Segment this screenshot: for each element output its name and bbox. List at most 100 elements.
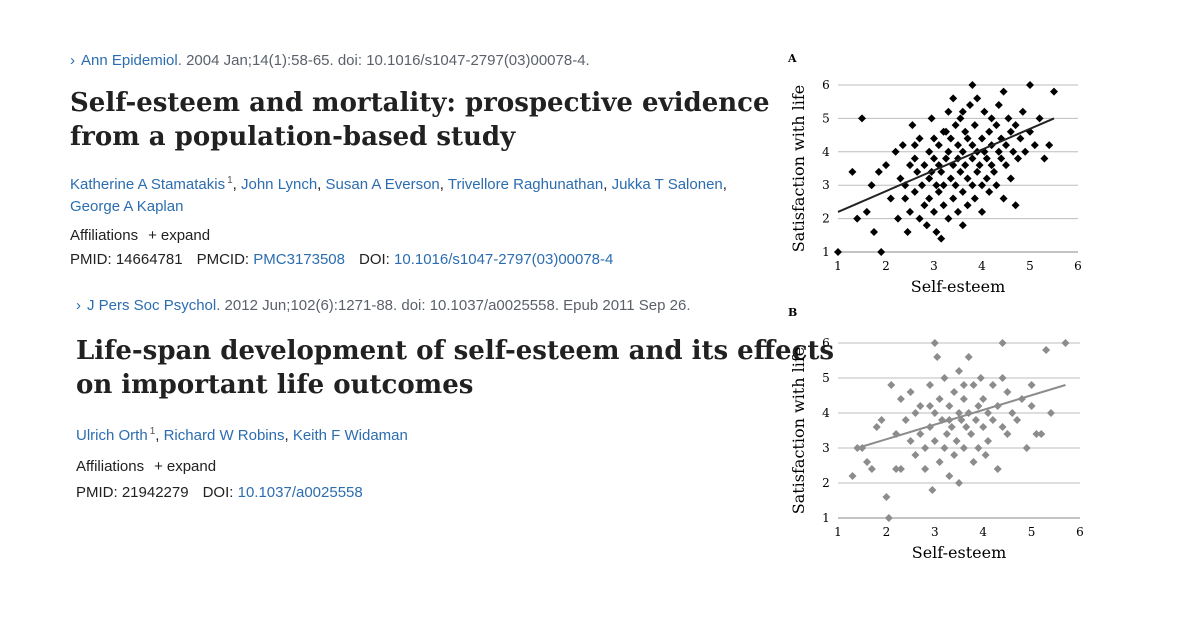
y-ticks-b: 1 2 3 4 5 6	[822, 336, 830, 525]
data-point-a	[1006, 174, 1015, 183]
data-point-b	[957, 416, 966, 424]
data-point-a	[944, 107, 953, 116]
author-link[interactable]: Trivellore Raghunathan	[447, 176, 604, 193]
data-point-a	[910, 187, 919, 196]
affiliation-sup[interactable]: 1	[149, 426, 156, 437]
data-point-b	[928, 486, 937, 494]
data-point-a	[898, 141, 907, 150]
pmcid-link[interactable]: PMC3173508	[253, 251, 345, 268]
data-point-b	[959, 395, 968, 403]
affiliations-label: Affiliations	[70, 227, 139, 244]
author-link[interactable]: Ulrich Orth	[76, 427, 148, 444]
data-point-a	[949, 94, 958, 103]
article-title-2[interactable]: Life-span development of self-esteem and…	[76, 334, 834, 402]
data-point-a	[932, 227, 941, 236]
data-point-b	[940, 374, 949, 382]
author-link[interactable]: Katherine A Stamatakis	[70, 176, 226, 193]
journal-link-1[interactable]: Ann Epidemiol	[81, 52, 178, 69]
data-point-a	[987, 114, 996, 123]
data-point-b	[945, 402, 954, 410]
pmid-value: 21942279	[121, 484, 189, 501]
data-point-a	[915, 134, 924, 143]
doi-link[interactable]: 10.1037/a0025558	[237, 484, 363, 501]
data-point-a	[908, 121, 917, 130]
data-point-b	[993, 465, 1002, 473]
data-point-a	[874, 167, 883, 176]
data-point-b	[955, 479, 963, 487]
data-point-a	[951, 181, 960, 190]
data-point-a	[961, 127, 970, 136]
data-point-b	[906, 388, 915, 396]
data-point-b	[1003, 388, 1012, 396]
data-point-a	[920, 201, 929, 210]
data-point-a	[958, 147, 967, 156]
data-point-b	[988, 416, 997, 424]
identifiers-1: PMID: 14664781 PMCID: PMC3173508 DOI: 10.1…	[70, 251, 613, 268]
scatter-chart-b: B 1 2 3 4 5 6 1 2 3 4 5 6 Self-esteem Satisfaction…	[788, 306, 1084, 562]
title-line-1b: from a population-based study	[70, 122, 516, 152]
journal-link-2[interactable]: J Pers Soc Psychol	[87, 297, 217, 314]
author-link[interactable]: Richard W Robins	[163, 427, 285, 444]
data-point-b	[892, 465, 901, 473]
data-point-a	[956, 167, 965, 176]
x-tick-label-b: 6	[1076, 525, 1084, 539]
data-point-a	[1011, 121, 1020, 130]
y-tick-label-a: 6	[822, 78, 830, 92]
affiliation-sup[interactable]: 1	[227, 175, 233, 186]
data-point-b	[896, 465, 905, 473]
data-point-b	[1027, 402, 1036, 410]
y-tick-label-a: 2	[822, 212, 830, 226]
chevron-right-icon[interactable]: ›	[70, 52, 75, 69]
data-point-a	[858, 114, 866, 123]
data-point-b	[984, 437, 993, 445]
expand-label: expand	[160, 227, 211, 244]
data-point-b	[901, 416, 910, 424]
data-point-a	[946, 174, 955, 183]
data-point-a	[1045, 141, 1054, 150]
article-title-1[interactable]: Self-esteem and mortality: prospective e…	[70, 86, 770, 154]
data-point-a	[906, 207, 914, 216]
data-point-a	[985, 187, 994, 196]
data-point-b	[884, 514, 893, 522]
affiliations-toggle-2[interactable]: Affiliations + expand	[76, 458, 216, 475]
data-point-a	[834, 248, 842, 256]
author-link[interactable]: Susan A Everson	[325, 176, 440, 193]
data-point-b	[848, 472, 857, 480]
data-point-b	[1027, 381, 1036, 389]
panel-label-a: A	[787, 52, 797, 65]
chevron-right-icon[interactable]: ›	[76, 297, 81, 314]
author-link[interactable]: George A Kaplan	[70, 198, 184, 215]
data-point-b	[1008, 409, 1017, 417]
author-link[interactable]: Keith F Widaman	[292, 427, 408, 444]
doi-link[interactable]: 10.1016/s1047-2797(03)00078-4	[394, 251, 614, 268]
title-line-1a: Self-esteem and mortality: prospective e…	[70, 88, 770, 118]
data-point-a	[958, 187, 967, 196]
affiliations-toggle-1[interactable]: Affiliations + expand	[70, 227, 210, 244]
data-point-b	[1061, 339, 1070, 347]
data-point-a	[910, 154, 919, 163]
data-point-a	[925, 194, 934, 203]
data-point-a	[944, 214, 953, 223]
data-point-a	[951, 121, 960, 130]
y-ticks-a: 1 2 3 4 5 6	[822, 78, 830, 259]
data-point-b	[911, 409, 920, 417]
data-point-a	[903, 227, 912, 236]
author-link[interactable]: John Lynch	[241, 176, 318, 193]
data-point-a	[925, 147, 934, 156]
data-point-a	[968, 154, 977, 163]
data-point-a	[999, 87, 1008, 96]
data-point-b	[935, 458, 944, 466]
data-point-a	[932, 181, 941, 190]
data-point-b	[911, 451, 920, 459]
author-link[interactable]: Jukka T Salonen	[611, 176, 723, 193]
data-point-b	[950, 451, 959, 459]
title-line-2b: on important life outcomes	[76, 370, 474, 400]
citation-details-2: . 2012 Jun;102(6):1271-88. doi: 10.1037/…	[216, 297, 691, 314]
citation-1: › Ann Epidemiol. 2004 Jan;14(1):58-65. do…	[70, 52, 590, 69]
data-point-a	[942, 127, 950, 136]
data-point-a	[982, 154, 991, 163]
data-point-a	[853, 214, 862, 223]
data-point-a	[896, 174, 905, 183]
x-axis-label-b: Self-esteem	[912, 543, 1007, 562]
data-point-b	[945, 472, 954, 480]
